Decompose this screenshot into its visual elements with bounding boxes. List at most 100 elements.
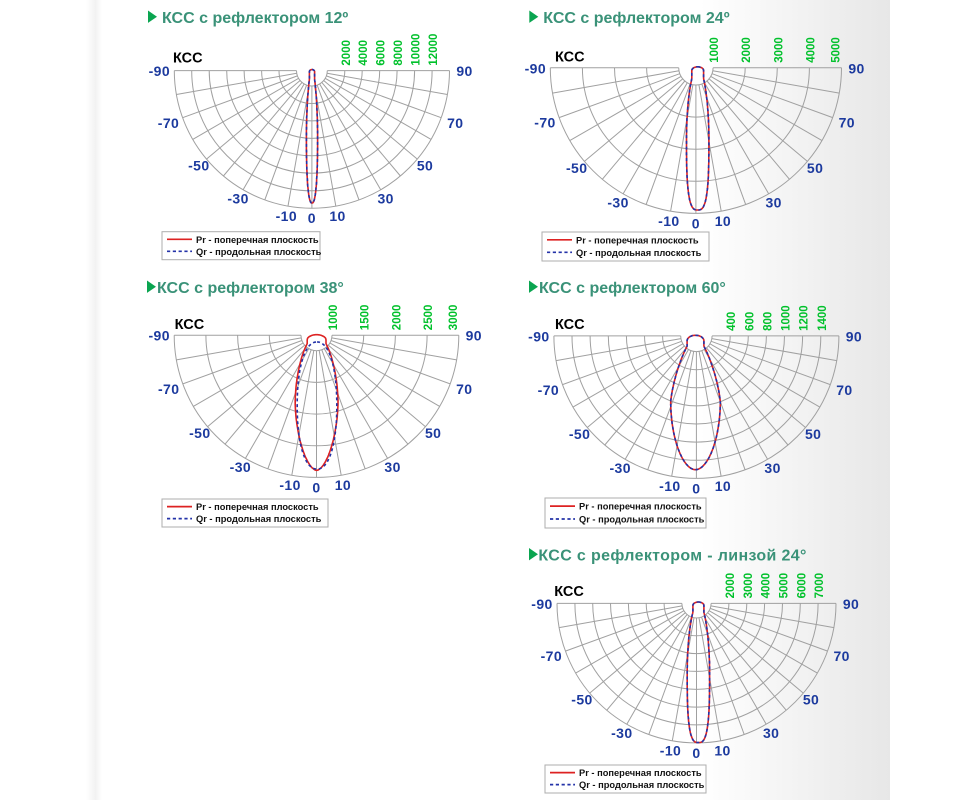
svg-text:90: 90 <box>466 328 482 344</box>
svg-text:5000: 5000 <box>831 37 843 63</box>
svg-text:-30: -30 <box>607 195 628 211</box>
svg-text:-70: -70 <box>538 382 559 398</box>
svg-text:Pr - поперечная плоскость: Pr - поперечная плоскость <box>196 235 319 245</box>
svg-text:-90: -90 <box>149 63 170 79</box>
svg-text:400: 400 <box>726 312 738 331</box>
svg-text:50: 50 <box>417 158 433 174</box>
svg-text:2000: 2000 <box>391 305 403 331</box>
svg-text:КСС: КСС <box>175 317 205 333</box>
svg-text:4000: 4000 <box>761 573 773 599</box>
svg-text:-10: -10 <box>660 743 681 759</box>
svg-text:8000: 8000 <box>393 40 405 66</box>
svg-text:-10: -10 <box>658 213 679 229</box>
svg-text:50: 50 <box>803 692 819 708</box>
svg-text:Pr - поперечная плоскость: Pr - поперечная плоскость <box>579 768 702 778</box>
svg-text:-70: -70 <box>158 115 179 131</box>
svg-text:0: 0 <box>312 480 320 496</box>
svg-text:10: 10 <box>715 478 731 494</box>
svg-text:10: 10 <box>715 213 731 229</box>
svg-text:4000: 4000 <box>358 40 370 66</box>
svg-text:0: 0 <box>692 745 700 761</box>
svg-text:5000: 5000 <box>779 573 791 599</box>
svg-text:90: 90 <box>846 328 862 344</box>
svg-text:КСС с рефлектором 60°: КСС с рефлектором 60° <box>539 280 726 297</box>
svg-text:30: 30 <box>378 190 394 206</box>
svg-text:4000: 4000 <box>805 37 817 63</box>
svg-text:1000: 1000 <box>328 305 340 331</box>
svg-text:Qr - продольная плоскость: Qr - продольная плоскость <box>579 780 705 790</box>
svg-text:3000: 3000 <box>773 37 785 63</box>
svg-text:10000: 10000 <box>411 34 423 66</box>
svg-text:-30: -30 <box>230 459 251 475</box>
svg-text:10: 10 <box>335 477 351 493</box>
svg-text:КСС с рефлектором 24º: КСС с рефлектором 24º <box>543 10 729 27</box>
svg-text:1500: 1500 <box>360 305 372 331</box>
svg-text:-30: -30 <box>611 725 632 741</box>
svg-text:КСС: КСС <box>173 51 203 67</box>
svg-text:КСС: КСС <box>555 50 585 66</box>
svg-text:3000: 3000 <box>448 305 460 331</box>
svg-text:-50: -50 <box>566 160 587 176</box>
svg-text:КСС: КСС <box>555 317 585 333</box>
svg-text:Qr - продольная плоскость: Qr - продольная плоскость <box>196 514 322 524</box>
svg-text:70: 70 <box>836 382 852 398</box>
svg-text:Pr - поперечная плоскость: Pr - поперечная плоскость <box>576 235 699 245</box>
svg-text:0: 0 <box>692 480 700 496</box>
svg-text:2500: 2500 <box>423 305 435 331</box>
svg-text:1200: 1200 <box>799 305 811 331</box>
svg-text:90: 90 <box>848 60 864 76</box>
svg-text:600: 600 <box>744 312 756 331</box>
svg-text:6000: 6000 <box>376 40 388 66</box>
svg-text:90: 90 <box>843 596 859 612</box>
svg-text:Qr - продольная плоскость: Qr - продольная плоскость <box>576 248 702 258</box>
svg-text:70: 70 <box>834 648 850 664</box>
svg-text:6000: 6000 <box>796 573 808 599</box>
svg-text:-70: -70 <box>534 115 555 131</box>
svg-text:50: 50 <box>425 425 441 441</box>
svg-text:70: 70 <box>447 115 463 131</box>
svg-text:30: 30 <box>764 460 780 476</box>
svg-text:70: 70 <box>456 381 472 397</box>
svg-text:-90: -90 <box>525 60 546 76</box>
svg-text:-50: -50 <box>571 692 592 708</box>
svg-text:10: 10 <box>329 208 345 224</box>
svg-text:-50: -50 <box>189 425 210 441</box>
svg-text:Qr - продольная плоскость: Qr - продольная плоскость <box>579 515 705 525</box>
svg-text:-90: -90 <box>148 328 169 344</box>
svg-text:2000: 2000 <box>725 573 737 599</box>
svg-text:-50: -50 <box>569 426 590 442</box>
svg-text:-70: -70 <box>541 648 562 664</box>
svg-text:КСС с рефлектором - линзой 24°: КСС с рефлектором - линзой 24° <box>538 548 806 565</box>
svg-text:1000: 1000 <box>709 37 721 63</box>
svg-text:30: 30 <box>766 195 782 211</box>
svg-text:800: 800 <box>762 312 774 331</box>
svg-text:-70: -70 <box>158 381 179 397</box>
svg-text:70: 70 <box>839 115 855 131</box>
svg-text:-10: -10 <box>659 478 680 494</box>
svg-text:КСС с рефлектором 12º: КСС с рефлектором 12º <box>162 10 348 27</box>
svg-text:7000: 7000 <box>814 573 826 599</box>
svg-text:-30: -30 <box>609 460 630 476</box>
svg-text:90: 90 <box>456 63 472 79</box>
svg-text:-30: -30 <box>227 190 248 206</box>
svg-text:12000: 12000 <box>428 34 440 66</box>
svg-text:0: 0 <box>308 210 316 226</box>
svg-text:30: 30 <box>384 459 400 475</box>
svg-text:50: 50 <box>807 160 823 176</box>
svg-text:Pr - поперечная плоскость: Pr - поперечная плоскость <box>579 502 702 512</box>
svg-text:2000: 2000 <box>341 40 353 66</box>
svg-text:30: 30 <box>763 725 779 741</box>
svg-text:-10: -10 <box>279 477 300 493</box>
svg-text:2000: 2000 <box>741 37 753 63</box>
svg-text:Qr - продольная плоскость: Qr - продольная плоскость <box>196 247 322 257</box>
svg-text:1400: 1400 <box>817 305 829 331</box>
svg-text:50: 50 <box>805 426 821 442</box>
svg-text:0: 0 <box>692 215 700 231</box>
svg-text:КСС с рефлектором 38°: КСС с рефлектором 38° <box>157 280 344 297</box>
svg-text:-90: -90 <box>528 328 549 344</box>
svg-text:КСС: КСС <box>554 584 584 600</box>
svg-text:3000: 3000 <box>743 573 755 599</box>
svg-text:1000: 1000 <box>781 305 793 331</box>
svg-text:-50: -50 <box>188 158 209 174</box>
svg-text:10: 10 <box>714 743 730 759</box>
